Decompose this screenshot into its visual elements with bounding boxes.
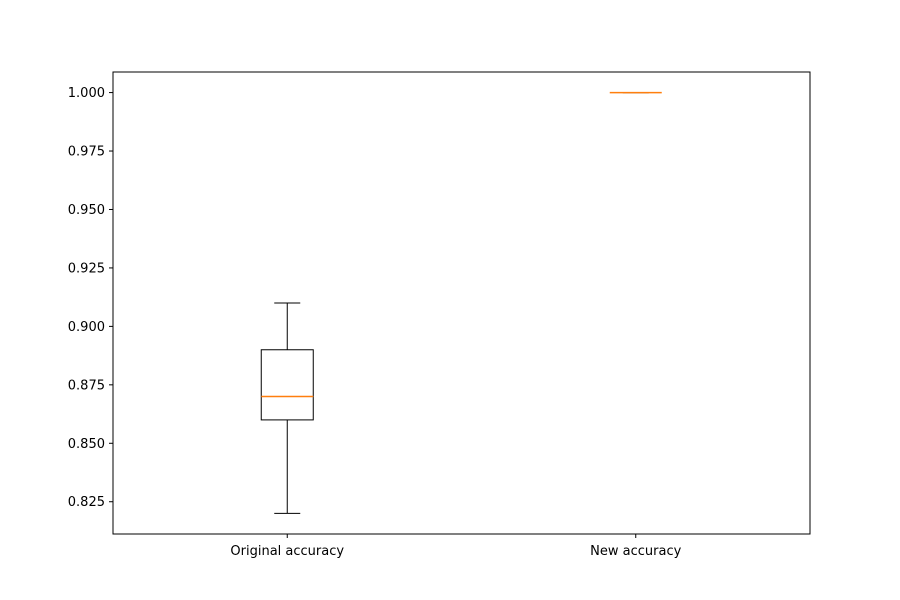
- y-tick-label: 0.850: [68, 437, 105, 452]
- box-series: [260, 91, 662, 514]
- y-axis-ticks: 0.825 0.850 0.875 0.900 0.925 0.950 0.975 1.000: [68, 86, 113, 510]
- x-axis-ticks: Original accuracy New accuracy: [230, 534, 682, 559]
- x-tick-label: Original accuracy: [230, 544, 344, 559]
- axes-frame: [112, 71, 811, 535]
- box-item: [260, 302, 314, 514]
- y-tick-label: 0.900: [68, 320, 105, 335]
- y-tick-label: 0.950: [68, 203, 105, 218]
- y-tick-label: 0.875: [68, 378, 105, 393]
- x-tick-label: New accuracy: [590, 544, 681, 559]
- iqr-box: [260, 349, 314, 421]
- y-tick-label: 1.000: [68, 86, 105, 101]
- y-tick-label: 0.925: [68, 261, 105, 276]
- y-tick-label: 0.975: [68, 145, 105, 160]
- y-tick-label: 0.825: [68, 495, 105, 510]
